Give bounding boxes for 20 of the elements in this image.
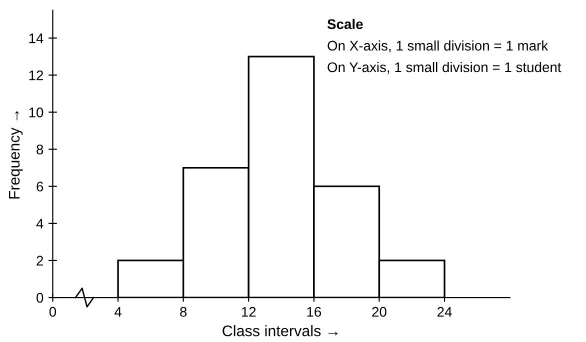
y-tick-label: 0 (36, 292, 44, 303)
y-axis-title: Frequency → (9, 111, 23, 198)
x-tick-label: 12 (242, 306, 256, 317)
y-tick-label: 10 (29, 108, 44, 118)
annotation: Scale (327, 18, 363, 30)
x-axis-title: Class intervals → (222, 325, 338, 336)
annotation: On Y-axis, 1 small division = 1 student (328, 62, 562, 74)
x-tick-label: 4 (114, 307, 122, 317)
x-tick-label: 24 (438, 306, 452, 317)
x-tick-label: 16 (307, 306, 322, 317)
y-tick-label: 8 (36, 144, 44, 154)
y-tick-label: 2 (36, 256, 44, 266)
x-tick-label: 0 (49, 306, 56, 317)
y-tick-label: 6 (36, 182, 44, 192)
y-tick-label: 14 (29, 34, 44, 44)
y-tick-label: 12 (29, 70, 44, 80)
x-tick-label: 20 (372, 306, 386, 317)
y-tick-label: 4 (36, 218, 44, 228)
annotation: On X-axis, 1 small division = 1 mark (328, 40, 548, 52)
x-tick-label: 8 (180, 306, 187, 317)
